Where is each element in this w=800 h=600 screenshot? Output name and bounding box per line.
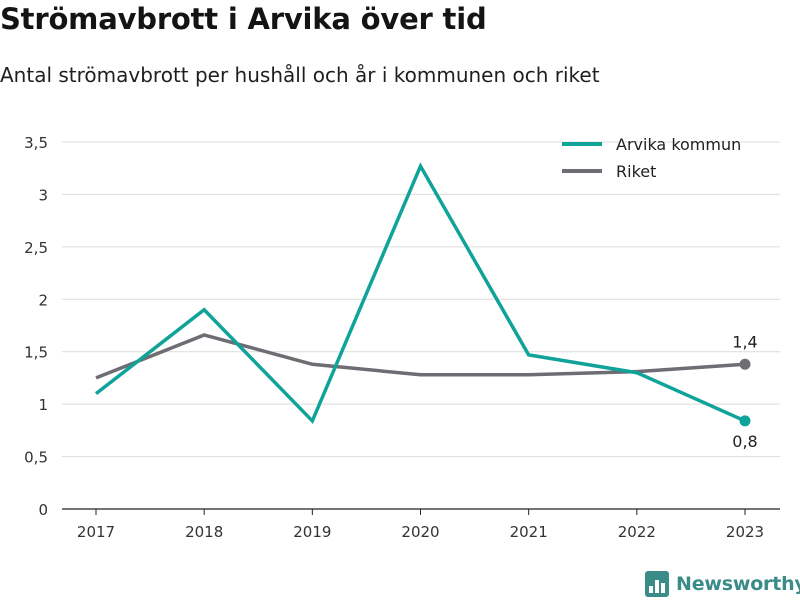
y-tick-label: 2,5 [24, 239, 48, 257]
x-tick-label: 2020 [401, 523, 439, 541]
series-line-arvika-kommun [94, 162, 746, 425]
newsworthy-logo: Newsworthy [645, 569, 800, 599]
y-tick-label: 2 [38, 291, 48, 309]
end-value-label-arvika-kommun: 0,8 [732, 432, 757, 451]
y-tick-label: 3,5 [24, 134, 48, 152]
x-tick-label: 2018 [185, 523, 223, 541]
y-tick-label: 1,5 [24, 344, 48, 362]
x-tick-label: 2019 [293, 523, 331, 541]
bar-chart-logo-icon [645, 571, 669, 597]
y-tick-label: 0,5 [24, 449, 48, 467]
x-tick-label: 2022 [618, 523, 656, 541]
series-line-riket [95, 333, 746, 380]
x-tick-label: 2017 [77, 523, 115, 541]
y-tick-label: 1 [38, 396, 48, 414]
chart-title: Strömavbrott i Arvika över tid [0, 2, 487, 36]
end-point-riket [739, 358, 751, 370]
end-value-label-riket: 1,4 [732, 332, 757, 351]
x-tick-label: 2023 [726, 523, 764, 541]
legend-label-arvika-kommun: Arvika kommun [616, 135, 741, 154]
legend-label-riket: Riket [616, 162, 656, 181]
x-tick-label: 2021 [510, 523, 548, 541]
end-point-arvika-kommun [739, 415, 751, 427]
y-tick-label: 3 [38, 186, 48, 204]
chart-subtitle: Antal strömavbrott per hushåll och år i … [0, 63, 600, 87]
brand-name: Newsworthy [676, 573, 800, 595]
y-tick-label: 0 [38, 501, 48, 519]
